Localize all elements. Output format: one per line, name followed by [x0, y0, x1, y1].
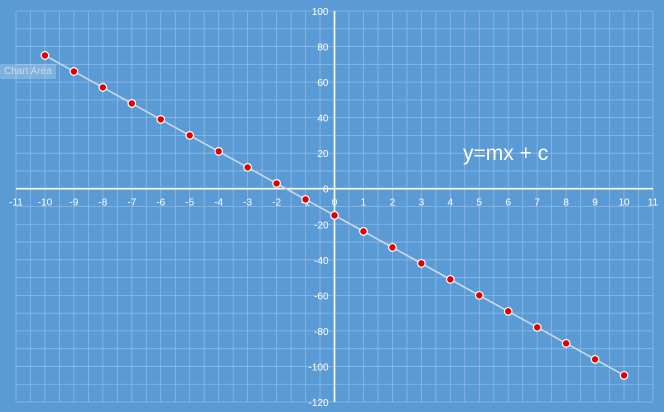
y-tick-label: 60 — [317, 78, 329, 89]
data-point — [69, 67, 79, 76]
data-point — [532, 322, 542, 332]
data-point — [98, 83, 108, 92]
x-tick-label: 3 — [419, 198, 425, 209]
y-tick-label: 100 — [312, 7, 329, 18]
x-tick-label: -3 — [243, 198, 252, 209]
x-tick-label: 4 — [448, 198, 454, 209]
data-point — [590, 354, 600, 364]
equation-annotation: y=mx + c — [463, 142, 548, 165]
data-points — [40, 51, 629, 380]
y-tick-label: -80 — [314, 327, 329, 338]
x-tick-label: -6 — [156, 198, 165, 209]
y-tick-label: -40 — [314, 256, 329, 267]
data-point — [40, 51, 50, 60]
x-tick-label: -2 — [272, 198, 281, 209]
axes — [16, 11, 653, 402]
data-point — [185, 131, 195, 140]
x-tick-label: 2 — [390, 198, 396, 209]
x-tick-label: 10 — [618, 198, 630, 209]
data-point — [474, 290, 484, 300]
x-tick-label: -9 — [69, 198, 78, 209]
y-tick-label: -20 — [314, 220, 329, 231]
x-tick-label: 0 — [332, 198, 338, 209]
tick-labels: -11-10-9-8-7-6-5-4-3-2-10123456789101110… — [9, 7, 658, 409]
data-point — [388, 242, 397, 252]
data-point — [301, 194, 310, 204]
x-tick-label: 7 — [534, 198, 540, 209]
data-point — [416, 258, 426, 268]
data-point — [156, 115, 166, 124]
y-tick-label: 0 — [323, 185, 329, 196]
y-tick-label: 20 — [317, 149, 329, 160]
data-point — [272, 178, 281, 188]
x-tick-label: -10 — [38, 198, 53, 209]
x-tick-label: 11 — [648, 198, 659, 209]
x-tick-label: -5 — [185, 198, 194, 209]
x-tick-label: 9 — [592, 198, 598, 209]
x-tick-label: 8 — [563, 198, 569, 209]
data-point — [243, 162, 253, 172]
y-tick-label: 80 — [317, 43, 329, 54]
y-tick-label: -60 — [314, 291, 329, 302]
data-point — [619, 370, 629, 380]
data-point — [561, 338, 571, 348]
y-tick-label: 40 — [317, 114, 329, 125]
x-tick-label: -7 — [127, 198, 136, 209]
x-tick-label: -11 — [9, 198, 23, 209]
chart-area-tooltip: Chart Area — [0, 64, 56, 79]
data-point — [127, 99, 137, 108]
data-point — [359, 226, 368, 236]
x-tick-label: 1 — [361, 198, 367, 209]
x-tick-label: -8 — [98, 198, 107, 209]
data-point — [214, 147, 224, 156]
y-tick-label: -100 — [308, 362, 328, 373]
x-tick-label: 6 — [505, 198, 511, 209]
data-point — [503, 306, 513, 316]
x-tick-label: -4 — [214, 198, 223, 209]
x-tick-label: 5 — [476, 198, 482, 209]
data-point — [330, 210, 339, 220]
y-tick-label: -120 — [308, 398, 328, 409]
data-point — [445, 274, 455, 284]
